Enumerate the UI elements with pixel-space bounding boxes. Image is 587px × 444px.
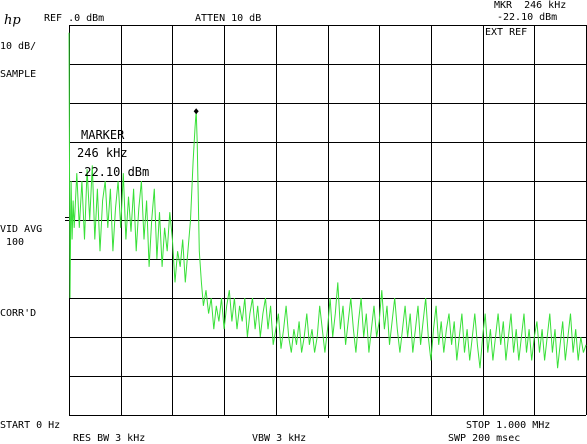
video-bandwidth-label: VBW 3 kHz	[252, 433, 307, 444]
marker-box-title: MARKER	[81, 128, 125, 142]
hp-logo: hp	[4, 13, 21, 28]
scale-label: 10 dB/	[0, 41, 37, 52]
marker-readout-amplitude: -22.10 dBm	[497, 12, 558, 23]
video-average-label: VID AVG	[0, 224, 43, 235]
video-average-count: 100	[6, 237, 25, 248]
ref-level-label: REF .0 dBm	[44, 13, 105, 24]
attenuation-label: ATTEN 10 dB	[195, 13, 262, 24]
detector-mode-label: SAMPLE	[0, 69, 37, 80]
marker-symbol	[193, 108, 199, 115]
corrected-label: CORR'D	[0, 308, 37, 319]
resolution-bandwidth-label: RES BW 3 kHz	[73, 433, 146, 444]
marker-box-amplitude: -22.10 dBm	[77, 165, 150, 179]
marker-readout-frequency: MKR 246 kHz	[494, 0, 567, 11]
spectrum-trace	[68, 32, 587, 369]
stop-frequency-label: STOP 1.000 MHz	[466, 420, 551, 431]
start-frequency-label: START 0 Hz	[0, 420, 61, 431]
marker-box-frequency: 246 kHz	[77, 146, 128, 160]
ext-ref-label: EXT REF	[485, 27, 528, 38]
marker-diamond	[193, 108, 199, 115]
sweep-time-label: SWP 200 msec	[448, 433, 521, 444]
